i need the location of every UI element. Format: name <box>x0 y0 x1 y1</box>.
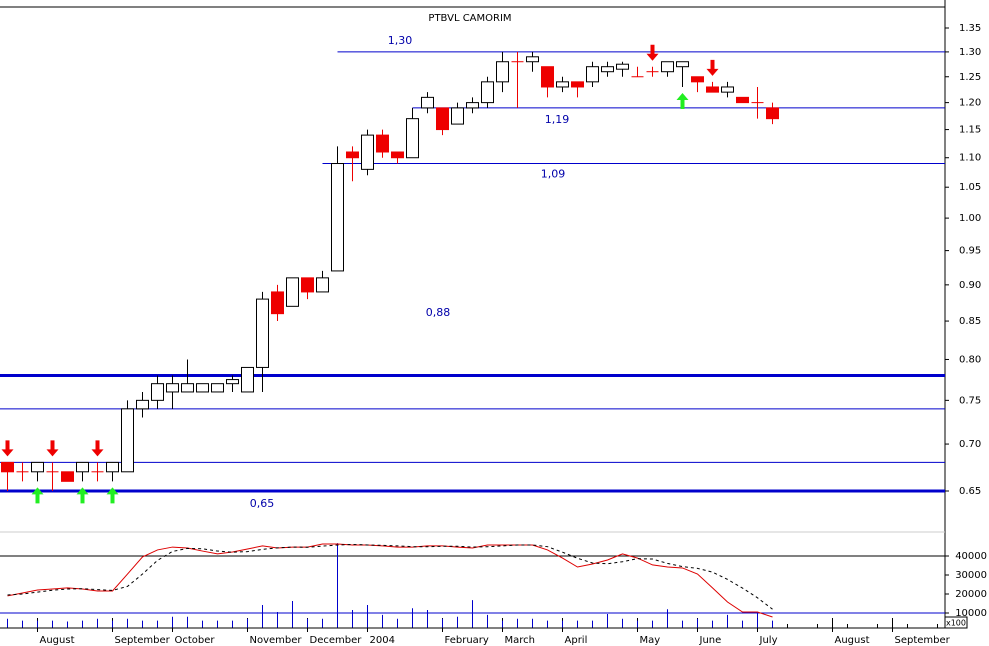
candle-body <box>136 399 149 410</box>
candle-body <box>676 61 689 68</box>
y-tick-label: 0.65 <box>959 486 981 497</box>
candle-body <box>391 151 404 159</box>
candle-body <box>31 461 44 473</box>
candle-body <box>766 107 779 120</box>
candle-body <box>61 471 74 482</box>
panel-tick-label: 20000 <box>955 589 987 600</box>
y-tick-label: 0.85 <box>959 316 981 327</box>
y-tick-label: 0.90 <box>959 280 981 291</box>
y-tick-label: 1.15 <box>959 125 981 136</box>
candle-body <box>601 66 614 73</box>
candle-body <box>241 366 254 393</box>
candle-body <box>451 107 464 125</box>
candle-body <box>316 277 329 293</box>
unit-box <box>944 616 968 629</box>
panel-tick-label: 10000 <box>955 608 987 619</box>
candle-body <box>721 86 734 93</box>
candle-body <box>256 298 269 368</box>
candle-body <box>1 461 14 473</box>
candle-body <box>691 76 704 83</box>
x-tick-label: June <box>699 635 722 646</box>
level-label: 0,65 <box>250 497 275 510</box>
y-tick-label: 0.80 <box>959 354 981 365</box>
y-tick-label: 1.35 <box>959 23 981 34</box>
candle-body <box>466 102 479 109</box>
buy-arrow <box>676 92 689 109</box>
candle-body <box>586 66 599 83</box>
sell-arrow <box>1 440 14 457</box>
level-label: 1,30 <box>388 34 413 47</box>
candle-body <box>421 96 434 109</box>
x-tick-label: February <box>445 635 489 646</box>
candle-body <box>106 461 119 473</box>
candle-body <box>436 107 449 131</box>
indicator-line <box>7 543 773 610</box>
y-tick-label: 1.05 <box>959 182 981 193</box>
y-tick-label: 1.20 <box>959 98 981 109</box>
candle-body <box>151 383 164 401</box>
candle-body <box>226 379 239 385</box>
candle-body <box>286 277 299 307</box>
y-tick-label: 1.25 <box>959 72 981 83</box>
x-tick-label: October <box>175 635 216 646</box>
candle-body <box>196 383 209 393</box>
x-tick-label: December <box>310 635 363 646</box>
buy-arrow <box>31 487 44 504</box>
candle-body <box>361 134 374 170</box>
x-tick-label: November <box>250 635 303 646</box>
candle-body <box>166 383 179 393</box>
candle-body <box>121 408 134 473</box>
chart-title: PTBVL CAMORIM <box>428 13 511 24</box>
candle-body <box>181 383 194 393</box>
unit-label: x100 <box>946 619 966 628</box>
y-tick-label: 1.10 <box>959 153 981 164</box>
buy-arrow <box>106 487 119 504</box>
x-tick-label: August <box>40 635 75 646</box>
candle-body <box>736 96 749 104</box>
sell-arrow <box>91 440 104 457</box>
candle-body <box>376 134 389 153</box>
panel-tick-label: 30000 <box>955 570 987 581</box>
candle-body <box>211 383 224 393</box>
candle-body <box>346 151 359 159</box>
x-tick-label: March <box>505 635 535 646</box>
indicator-line <box>7 543 773 618</box>
x-tick-label: 2004 <box>370 635 395 646</box>
candle-body <box>541 66 554 88</box>
candle-body <box>706 86 719 93</box>
y-tick-label: 1.30 <box>959 47 981 58</box>
candle-body <box>331 163 344 272</box>
sell-arrow <box>46 440 59 457</box>
level-label: 1,09 <box>541 168 566 181</box>
candle-body <box>406 118 419 159</box>
y-tick-label: 0.95 <box>959 246 981 257</box>
annotation: 0,88 <box>426 306 451 319</box>
x-tick-label: July <box>759 635 778 646</box>
x-tick-label: September <box>895 635 951 646</box>
candle-body <box>526 56 539 63</box>
candle-body <box>301 277 314 293</box>
x-tick-label: August <box>835 635 870 646</box>
y-tick-label: 0.75 <box>959 395 981 406</box>
candle-body <box>481 81 494 104</box>
candle-body <box>661 61 674 73</box>
y-tick-label: 1.00 <box>959 213 981 224</box>
x-tick-label: May <box>640 635 661 646</box>
buy-arrow <box>76 487 89 504</box>
level-label: 1,19 <box>545 113 570 126</box>
x-tick-label: September <box>115 635 171 646</box>
candle-body <box>76 461 89 473</box>
candle-body <box>616 63 629 70</box>
x-tick-label: April <box>565 635 588 646</box>
candle-body <box>496 61 509 83</box>
sell-arrow <box>646 44 659 61</box>
sell-arrow <box>706 59 719 76</box>
y-tick-label: 0.70 <box>959 439 981 450</box>
panel-tick-label: 40000 <box>955 551 987 562</box>
candle-body <box>571 81 584 88</box>
candle-body <box>271 291 284 315</box>
candle-body <box>556 81 569 88</box>
